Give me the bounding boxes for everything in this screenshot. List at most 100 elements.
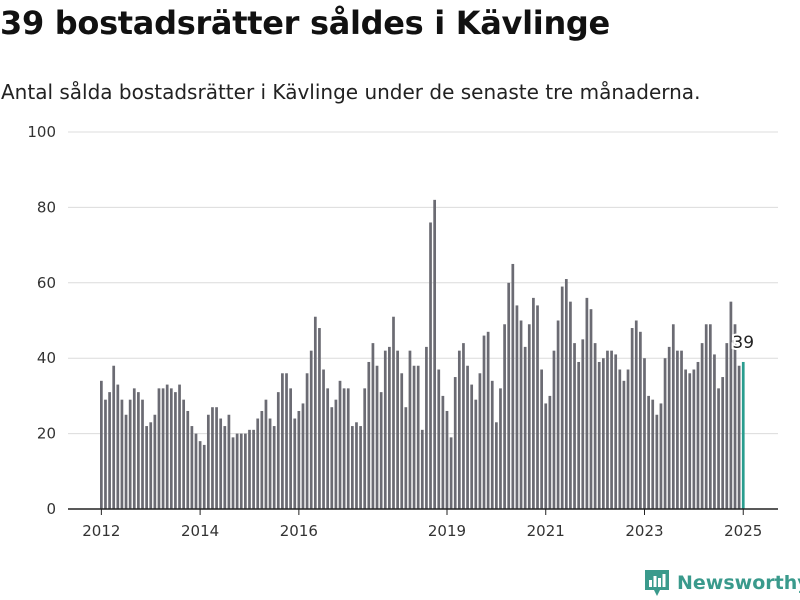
- bar: [560, 286, 564, 509]
- bar: [161, 388, 165, 509]
- bar: [589, 309, 593, 509]
- bar: [400, 373, 404, 509]
- bar: [708, 324, 712, 509]
- bar: [490, 380, 494, 509]
- bar: [174, 392, 177, 509]
- bar: [655, 414, 659, 509]
- bar: [124, 414, 128, 509]
- bar: [737, 365, 741, 509]
- bar: [515, 305, 519, 509]
- bar: [552, 350, 556, 509]
- y-tick-label: 60: [37, 274, 56, 292]
- bar: [704, 324, 708, 509]
- x-tick-label: 2023: [625, 522, 663, 540]
- bar: [474, 399, 478, 509]
- bar: [346, 388, 350, 509]
- bar: [556, 320, 560, 509]
- bar: [548, 395, 552, 509]
- data-label-latest: 39: [732, 333, 754, 353]
- bar: [244, 433, 247, 509]
- bar: [700, 343, 704, 509]
- bar: [671, 324, 675, 509]
- bar: [540, 369, 543, 509]
- bar: [519, 320, 523, 509]
- bar: [416, 365, 420, 509]
- bar: [383, 350, 387, 509]
- bar: [239, 433, 243, 509]
- bar: [293, 418, 297, 509]
- bar: [305, 373, 309, 509]
- bar: [322, 369, 325, 509]
- data-labels: 39: [730, 331, 756, 355]
- bar: [614, 354, 618, 509]
- x-tick-label: 2014: [181, 522, 219, 540]
- bar: [289, 388, 292, 509]
- bar: [667, 346, 671, 509]
- bar: [692, 369, 696, 509]
- bar: [457, 350, 461, 509]
- bar: [532, 297, 535, 509]
- bar: [610, 350, 613, 509]
- bar: [433, 199, 437, 510]
- bar: [511, 263, 515, 509]
- y-tick-label: 100: [27, 123, 56, 141]
- bar: [165, 384, 169, 509]
- bar: [643, 358, 646, 509]
- x-tick-label: 2012: [82, 522, 120, 540]
- bar: [215, 407, 218, 509]
- bar: [462, 343, 465, 509]
- bar: [573, 343, 576, 509]
- bar: [639, 331, 642, 509]
- bar: [132, 388, 136, 509]
- bar: [618, 369, 622, 509]
- bar: [486, 331, 490, 509]
- bar: [569, 301, 572, 509]
- bar: [268, 418, 272, 509]
- bar: [219, 418, 223, 509]
- bar: [252, 429, 255, 509]
- bar: [264, 399, 268, 509]
- bar: [367, 361, 371, 509]
- x-tick-label: 2021: [527, 522, 565, 540]
- bar: [198, 441, 202, 509]
- bar-chart: 0 20 40 60 80 100 2012 2014 2016 2019 2021 2023 202…: [27, 123, 778, 540]
- y-tick-label: 0: [46, 500, 56, 518]
- bar: [313, 316, 317, 509]
- bar: [478, 373, 482, 509]
- bar: [342, 388, 346, 509]
- brand: Newsworthy: [643, 568, 800, 598]
- chart-title: 39 bostadsrätter såldes i Kävlinge: [0, 4, 610, 42]
- gridlines: [68, 131, 778, 435]
- bar: [606, 350, 609, 509]
- bar: [285, 373, 288, 509]
- bar: [363, 388, 367, 509]
- bar: [527, 324, 531, 509]
- x-tick-label: 2025: [724, 522, 762, 540]
- bar: [626, 369, 630, 509]
- bar: [647, 395, 650, 509]
- chart-subtitle: Antal sålda bostadsrätter i Kävlinge und…: [1, 80, 701, 104]
- bar: [137, 392, 140, 509]
- bar: [301, 403, 305, 509]
- bar: [169, 388, 173, 509]
- bar: [260, 410, 264, 509]
- bar: [223, 426, 227, 509]
- bar: [408, 350, 412, 509]
- bar: [420, 429, 424, 509]
- bar: [404, 407, 408, 509]
- bar: [128, 399, 132, 509]
- y-axis-ticks: 0 20 40 60 80 100: [27, 123, 56, 518]
- bar: [717, 388, 720, 509]
- bar: [429, 222, 432, 510]
- bar: [248, 429, 251, 509]
- bar: [350, 426, 354, 509]
- bar: [104, 399, 107, 509]
- x-axis-ticks: 2012 2014 2016 2019 2021 2023 2025: [82, 509, 762, 540]
- bar: [388, 346, 391, 509]
- bar: [630, 328, 634, 509]
- bar: [441, 395, 445, 509]
- bar: [396, 350, 399, 509]
- bar: [392, 316, 395, 509]
- bar: [482, 335, 486, 509]
- bar: [425, 346, 428, 509]
